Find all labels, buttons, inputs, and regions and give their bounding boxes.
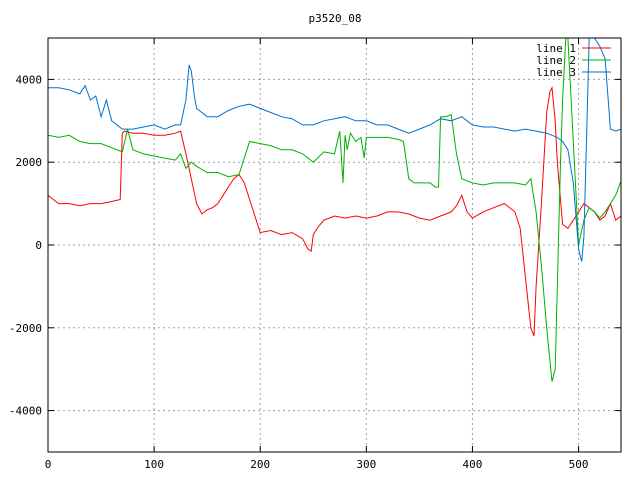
y-tick-label: -2000 (9, 322, 42, 335)
x-tick-label: 500 (569, 458, 589, 471)
x-axis-ticks: 0 100 200 300 400 500 (45, 38, 589, 471)
grid (48, 38, 621, 452)
series-line-2 (48, 38, 621, 382)
series-line-1 (48, 85, 621, 337)
legend-label-3: line 3 (536, 66, 576, 79)
series-line-3 (48, 38, 621, 262)
chart-title: p3520_08 (309, 12, 362, 25)
plot-frame (47, 37, 622, 453)
y-tick-label: 4000 (16, 73, 43, 86)
y-tick-label: 2000 (16, 156, 43, 169)
x-tick-label: 400 (463, 458, 483, 471)
series-lines (48, 38, 621, 382)
x-tick-label: 100 (144, 458, 164, 471)
x-tick-label: 0 (45, 458, 52, 471)
legend-label-2: line 2 (536, 54, 576, 67)
x-tick-label: 300 (356, 458, 376, 471)
y-tick-label: 0 (35, 239, 42, 252)
y-tick-label: -4000 (9, 405, 42, 418)
y-axis-ticks: -4000 -2000 0 2000 4000 (9, 73, 621, 418)
x-tick-label: 200 (250, 458, 270, 471)
legend-label-1: line 1 (536, 42, 576, 55)
